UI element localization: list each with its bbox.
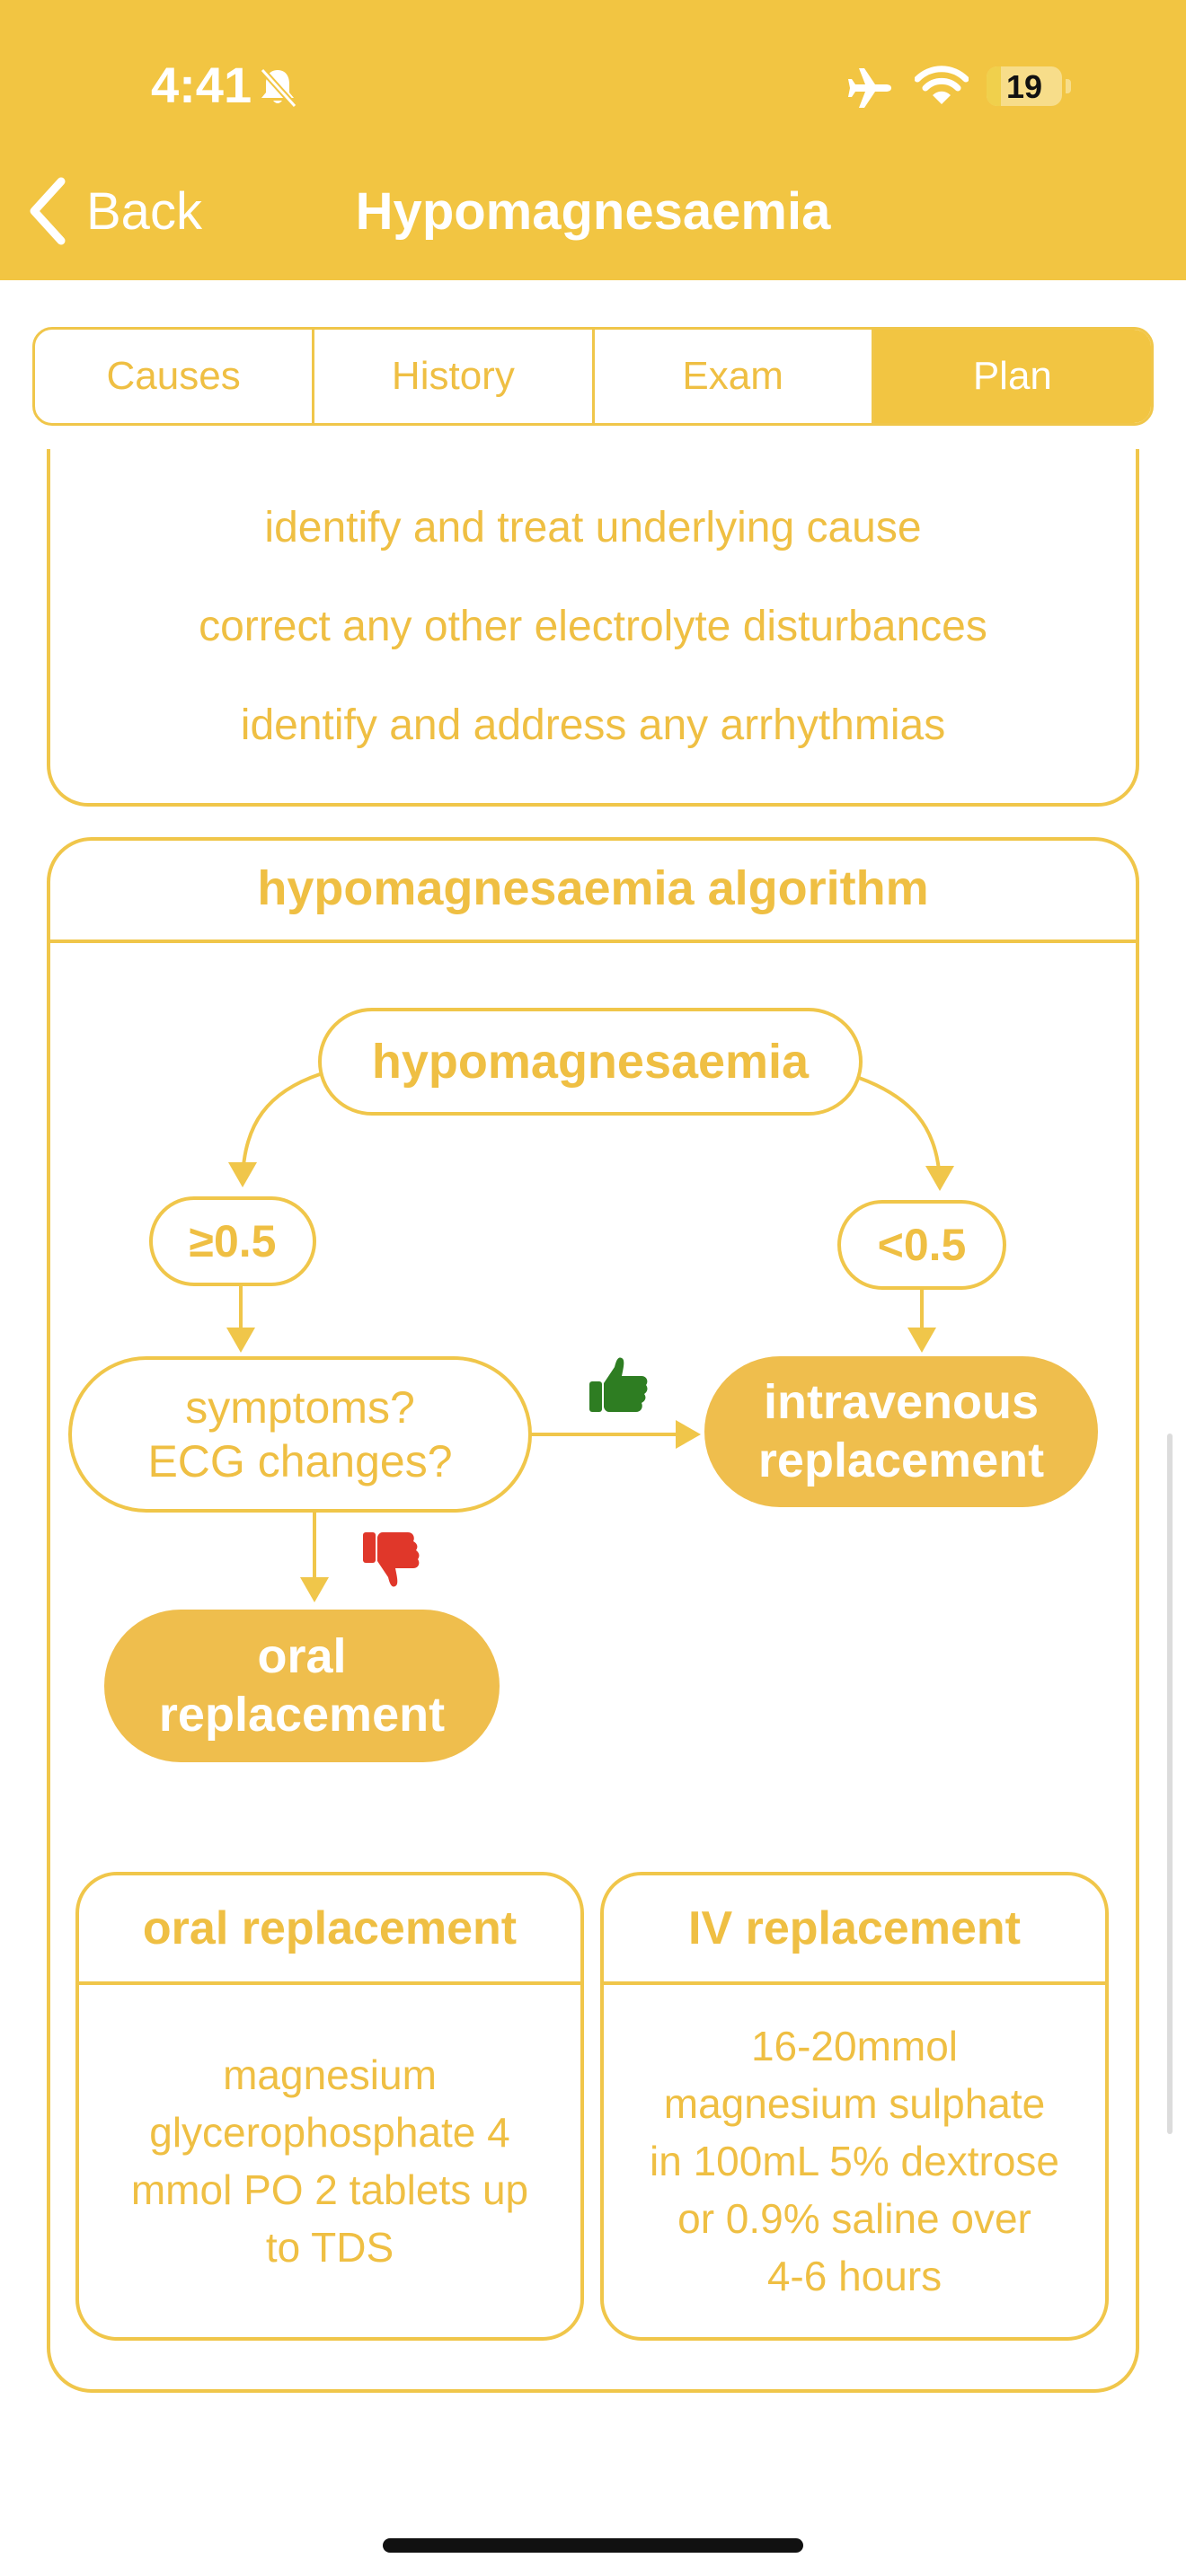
iv-card-line: or 0.9% saline over	[677, 2195, 1031, 2242]
question-symptoms: symptoms?	[185, 1382, 415, 1433]
oral-card-line: magnesium	[223, 2051, 437, 2098]
algorithm-header: hypomagnesaemia algorithm	[47, 837, 1139, 943]
airplane-mode-icon	[848, 68, 891, 108]
thumbs-up-icon	[589, 1357, 648, 1412]
oral-replacement-card: oral replacement magnesium glycerophosph…	[75, 1872, 584, 2341]
iv-card-line: in 100mL 5% dextrose	[649, 2138, 1059, 2184]
oral-card-body: magnesium glycerophosphate 4 mmol PO 2 t…	[97, 1985, 562, 2337]
oral-card-line: mmol PO 2 tablets up	[130, 2166, 529, 2213]
flow-node-question: symptoms? ECG changes?	[68, 1356, 532, 1513]
iv-card-title: IV replacement	[604, 1875, 1105, 1985]
oral-card-line: glycerophosphate 4	[149, 2109, 510, 2156]
wifi-icon	[915, 66, 969, 104]
flow-node-root: hypomagnesaemia	[318, 1008, 863, 1116]
section-tabs: Causes History Exam Plan	[32, 327, 1154, 426]
plan-item-underlying-cause: identify and treat underlying cause	[264, 504, 922, 551]
bell-muted-icon	[260, 67, 297, 109]
battery-fill	[987, 66, 1001, 106]
oral-node-line1: oral	[257, 1629, 347, 1684]
tab-history[interactable]: History	[314, 330, 595, 423]
page-title: Hypomagnesaemia	[355, 182, 831, 241]
tab-plan[interactable]: Plan	[873, 330, 1151, 423]
iv-card-body: 16-20mmol magnesium sulphate in 100mL 5%…	[622, 1985, 1087, 2337]
plan-item-electrolytes: correct any other electrolyte disturbanc…	[199, 603, 987, 650]
iv-card-line: 16-20mmol	[750, 2023, 959, 2069]
iv-replacement-card: IV replacement 16-20mmol magnesium sulph…	[600, 1872, 1109, 2341]
oral-card-line: to TDS	[265, 2224, 394, 2271]
status-time: 4:41	[151, 57, 252, 113]
thumbs-down-icon	[363, 1532, 420, 1587]
algorithm-card	[47, 837, 1139, 2393]
iv-node-line1: intravenous	[763, 1375, 1040, 1430]
flow-node-oral-replacement: oral replacement	[104, 1610, 500, 1762]
iv-node-line2: replacement	[757, 1434, 1045, 1487]
scroll-indicator[interactable]	[1167, 1434, 1173, 2134]
iv-card-line: magnesium sulphate	[663, 2080, 1046, 2127]
plan-item-arrhythmias: identify and address any arrhythmias	[240, 701, 946, 749]
battery-level: 19	[1005, 68, 1043, 105]
flow-node-ge-0-5: ≥0.5	[149, 1196, 316, 1286]
question-ecg: ECG changes?	[147, 1436, 453, 1486]
iv-card-line: 4-6 hours	[766, 2253, 943, 2299]
plan-card	[47, 449, 1139, 807]
back-chevron-icon[interactable]	[27, 176, 68, 246]
battery-nub	[1066, 79, 1071, 93]
oral-card-title: oral replacement	[79, 1875, 580, 1985]
home-indicator[interactable]	[383, 2538, 803, 2553]
flow-node-iv-replacement: intravenous replacement	[704, 1356, 1098, 1507]
oral-node-line2: replacement	[158, 1688, 446, 1742]
back-button[interactable]: Back	[86, 182, 202, 241]
nav-header: 4:41 19 Back Hypomagnesaemia	[0, 0, 1186, 280]
battery-indicator: 19	[987, 66, 1062, 106]
flow-node-lt-0-5: <0.5	[837, 1200, 1006, 1290]
algorithm-title: hypomagnesaemia algorithm	[257, 861, 929, 915]
tab-exam[interactable]: Exam	[595, 330, 874, 423]
tab-causes[interactable]: Causes	[35, 330, 315, 423]
